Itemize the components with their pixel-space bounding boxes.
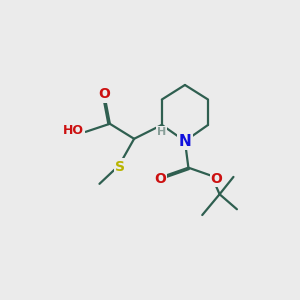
Text: S: S (115, 160, 125, 173)
Text: H: H (157, 127, 167, 137)
Text: O: O (154, 172, 166, 186)
Text: O: O (211, 172, 223, 186)
Text: HO: HO (63, 124, 84, 137)
Text: O: O (98, 87, 110, 101)
Text: N: N (178, 134, 191, 148)
